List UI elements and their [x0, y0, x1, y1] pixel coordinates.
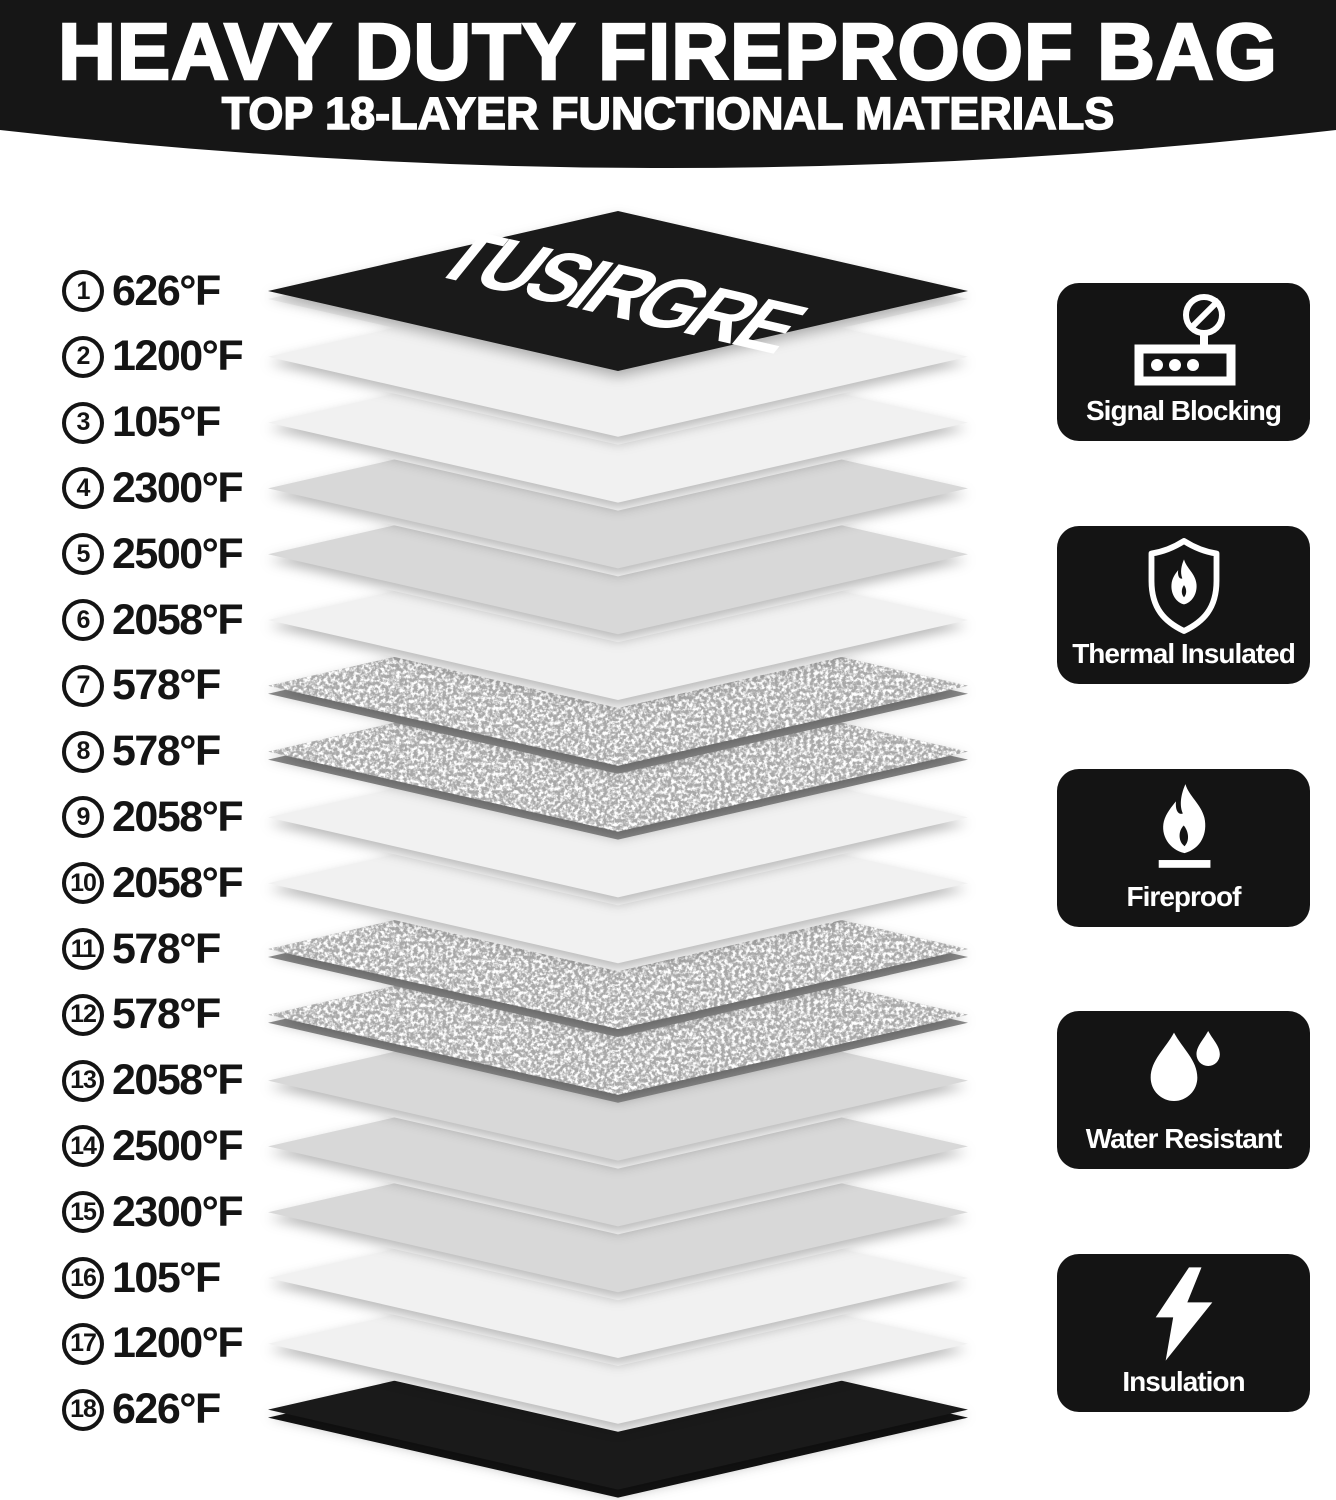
feature-badge-fireproof: Fireproof	[1057, 769, 1310, 927]
layer-temperature: 578°F	[112, 924, 221, 973]
router-no-signal-icon	[1134, 294, 1235, 386]
layer-temperature: 2058°F	[112, 1056, 244, 1105]
layer-temperature: 1200°F	[112, 1319, 244, 1368]
layer-diamond-1: TUSIRGRE	[268, 211, 968, 379]
layer-number-badge: 5	[62, 533, 104, 576]
layer-temperature: 2300°F	[112, 463, 244, 512]
layer-row-8: 8 578°F	[62, 719, 221, 785]
lightning-bolt-icon	[1155, 1267, 1212, 1361]
layer-row-13: 13 2058°F	[62, 1048, 244, 1114]
layer-row-10: 10 2058°F	[62, 850, 244, 916]
layer-temperature: 578°F	[112, 990, 221, 1039]
layer-temperature: 2300°F	[112, 1187, 244, 1236]
layer-number-badge: 18	[62, 1388, 104, 1431]
layer-row-14: 14 2500°F	[62, 1113, 244, 1179]
layer-temperature: 578°F	[112, 661, 221, 710]
layer-number-badge: 4	[62, 467, 104, 510]
page-subtitle: TOP 18-LAYER FUNCTIONAL MATERIALS	[221, 87, 1115, 140]
layer-temperature: 2058°F	[112, 858, 244, 907]
feature-label: Insulation	[1122, 1366, 1245, 1397]
layer-row-16: 16 105°F	[62, 1245, 221, 1311]
layer-temperature: 2500°F	[112, 529, 244, 578]
layer-number-badge: 8	[62, 730, 104, 773]
layer-temperature: 105°F	[112, 1253, 221, 1302]
layer-row-12: 12 578°F	[62, 982, 221, 1048]
feature-label: Thermal Insulated	[1072, 638, 1296, 669]
flame-icon	[1158, 784, 1211, 868]
layer-temperature: 105°F	[112, 398, 221, 447]
layer-number-badge: 10	[62, 862, 104, 905]
layer-number-badge: 9	[62, 796, 104, 839]
layer-number-badge: 1	[62, 270, 104, 312]
page-title: HEAVY DUTY FIREPROOF BAG	[57, 6, 1278, 98]
feature-label: Fireproof	[1126, 881, 1242, 912]
layer-number-badge: 7	[62, 664, 104, 707]
layer-number-badge: 13	[62, 1059, 104, 1102]
feature-label: Signal Blocking	[1085, 395, 1282, 426]
layer-row-5: 5 2500°F	[62, 521, 244, 587]
layer-number-badge: 16	[62, 1257, 104, 1299]
header-banner: HEAVY DUTY FIREPROOF BAG TOP 18-LAYER FU…	[0, 0, 1336, 200]
layer-number-badge: 12	[62, 993, 104, 1036]
header-curved-background	[0, 0, 1336, 168]
layer-row-1: 1 626°F	[62, 258, 221, 324]
layer-number-badge: 17	[62, 1322, 104, 1365]
layer-number-badge: 14	[62, 1125, 104, 1168]
layer-number-badge: 6	[62, 599, 104, 641]
layer-row-3: 3 105°F	[62, 390, 221, 456]
layer-row-2: 2 1200°F	[62, 324, 244, 390]
layer-temperature: 2058°F	[112, 792, 244, 841]
layer-number-badge: 2	[62, 335, 104, 378]
water-drops-icon	[1150, 1031, 1220, 1101]
feature-badge-thermal-insulated: Thermal Insulated	[1057, 526, 1310, 684]
layer-temperature: 578°F	[112, 727, 221, 776]
layer-row-6: 6 2058°F	[62, 587, 244, 653]
layer-row-9: 9 2058°F	[62, 784, 244, 850]
layer-row-11: 11 578°F	[62, 916, 221, 982]
layer-row-17: 17 1200°F	[62, 1311, 244, 1377]
feature-badge-water-resistant: Water Resistant	[1057, 1011, 1310, 1169]
layer-row-18: 18 626°F	[62, 1377, 221, 1443]
feature-badge-signal-blocking: Signal Blocking	[1057, 283, 1310, 441]
layer-temperature: 2500°F	[112, 1121, 244, 1170]
layer-row-7: 7 578°F	[62, 653, 221, 719]
layer-row-15: 15 2300°F	[62, 1179, 244, 1245]
layer-temperature: 2058°F	[112, 595, 244, 644]
layer-temperature: 626°F	[112, 1385, 221, 1434]
layer-number-badge: 15	[62, 1191, 104, 1234]
layer-temperature: 1200°F	[112, 332, 244, 381]
layer-number-badge: 3	[62, 401, 104, 444]
layer-number-badge: 11	[62, 928, 104, 970]
shield-flame-icon	[1148, 538, 1219, 634]
layer-temperature: 626°F	[112, 266, 221, 315]
layer-row-4: 4 2300°F	[62, 455, 244, 521]
feature-badge-insulation: Insulation	[1057, 1254, 1310, 1412]
feature-label: Water Resistant	[1085, 1123, 1283, 1154]
